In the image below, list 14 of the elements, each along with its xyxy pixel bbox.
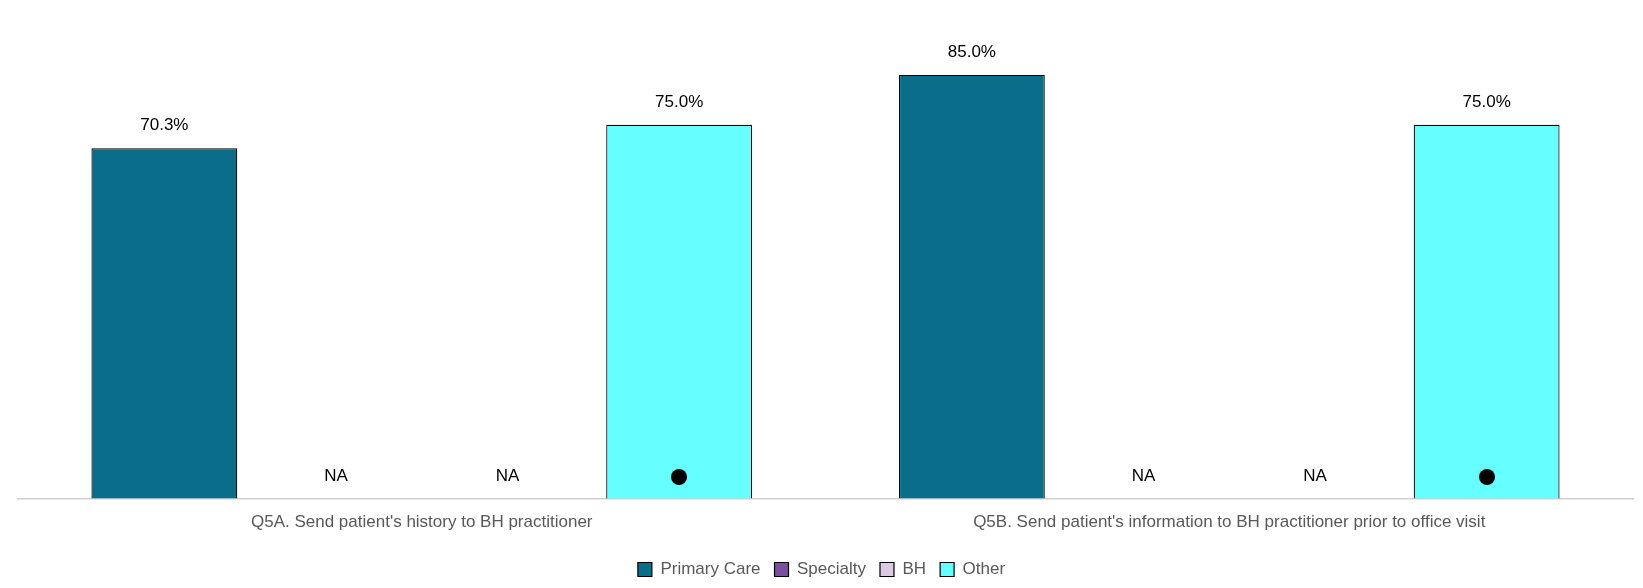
- text: NA: [495, 466, 520, 486]
- data-label: 85.0%: [947, 42, 996, 62]
- text: NA: [1131, 466, 1156, 486]
- data-label: 75.0%: [1462, 91, 1511, 111]
- legend-label: Primary Care: [660, 559, 761, 579]
- legend-label: Specialty: [797, 559, 867, 579]
- text: NA: [1303, 466, 1327, 486]
- data-label: 75.0%: [655, 91, 704, 111]
- data-label: 70.3%: [140, 115, 189, 135]
- legend-label: Other: [962, 559, 1006, 579]
- x-tick-label: Q5A. Send patient's history to BH practitioner: [250, 512, 593, 532]
- x-tick-label: Q5B. Send patient's information to BH practitioner prior to office visit: [973, 512, 1486, 532]
- legend-label: BH: [902, 559, 927, 579]
- text: NA: [324, 466, 348, 486]
